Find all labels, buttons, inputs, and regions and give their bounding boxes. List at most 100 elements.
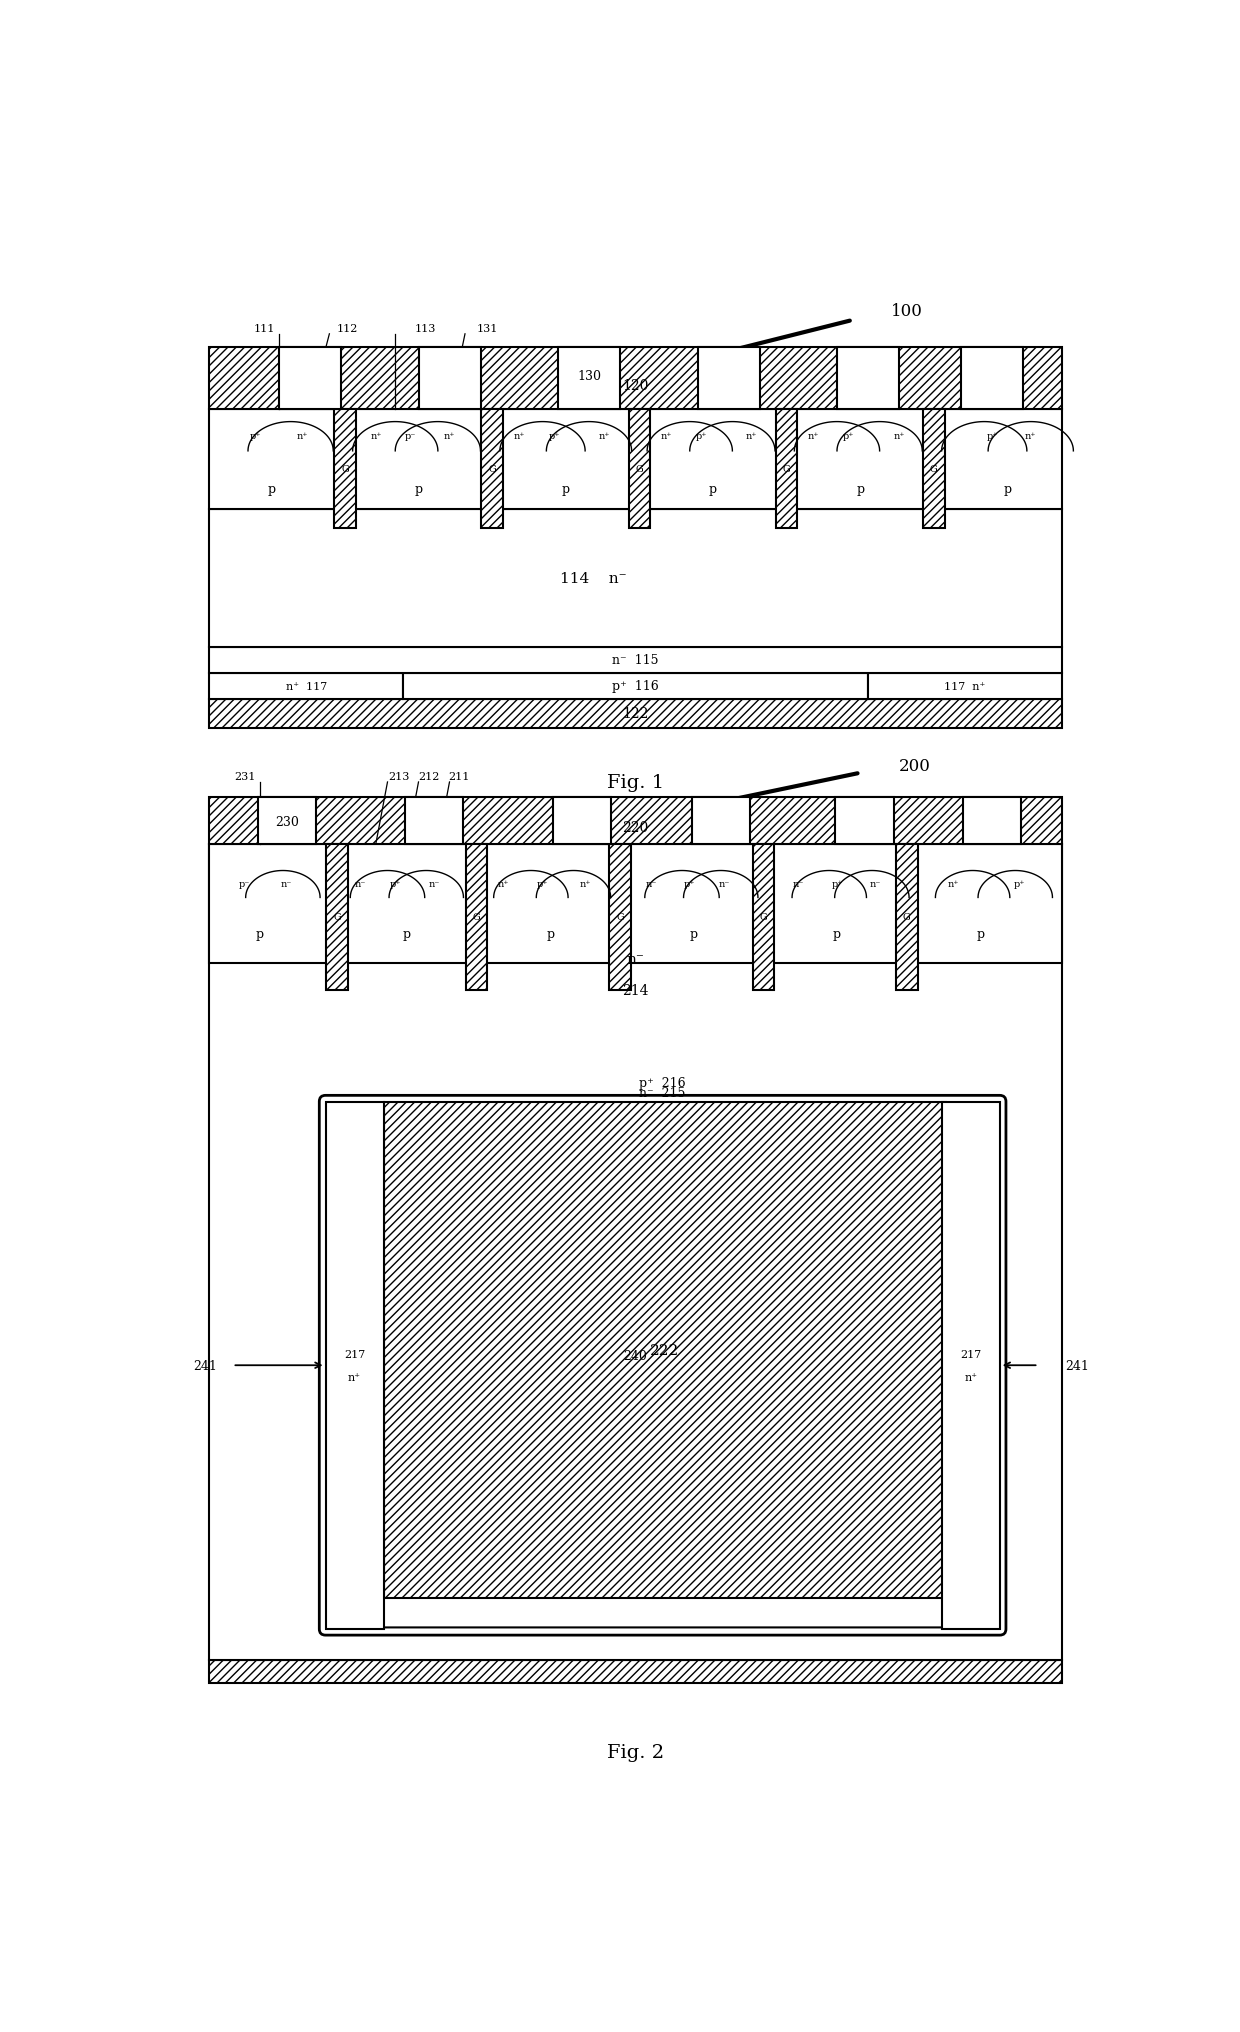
Text: p: p bbox=[403, 927, 410, 941]
Text: n⁺: n⁺ bbox=[579, 880, 591, 888]
Text: G: G bbox=[635, 465, 644, 473]
Text: 131: 131 bbox=[476, 323, 498, 333]
Text: G: G bbox=[616, 912, 624, 923]
Bar bbox=[692, 799, 750, 843]
Text: 130: 130 bbox=[577, 370, 601, 382]
Text: n⁺: n⁺ bbox=[370, 431, 382, 441]
Text: 230: 230 bbox=[275, 817, 299, 829]
Bar bbox=[210, 347, 1061, 408]
Text: G: G bbox=[489, 465, 496, 473]
Text: n⁻: n⁻ bbox=[281, 880, 293, 888]
Text: p: p bbox=[976, 927, 985, 941]
Text: p: p bbox=[709, 484, 717, 496]
Text: 111: 111 bbox=[254, 323, 275, 333]
Bar bbox=[383, 1101, 945, 1599]
Bar bbox=[405, 799, 464, 843]
Text: 217: 217 bbox=[960, 1349, 981, 1359]
Text: 114    n⁻: 114 n⁻ bbox=[559, 571, 626, 585]
Bar bbox=[403, 673, 868, 699]
Text: p: p bbox=[267, 484, 275, 496]
Text: p⁺  116: p⁺ 116 bbox=[613, 681, 658, 693]
Text: n⁻: n⁻ bbox=[870, 880, 882, 888]
FancyBboxPatch shape bbox=[327, 1103, 998, 1628]
Text: 200: 200 bbox=[899, 758, 930, 774]
Text: Fig. 2: Fig. 2 bbox=[606, 1743, 665, 1762]
Text: p⁺  216: p⁺ 216 bbox=[640, 1077, 686, 1089]
Bar bbox=[326, 843, 348, 990]
Bar bbox=[210, 1660, 1061, 1682]
Text: n⁺: n⁺ bbox=[947, 880, 959, 888]
Bar bbox=[836, 799, 894, 843]
Text: p⁻: p⁻ bbox=[405, 431, 417, 441]
Bar bbox=[210, 799, 1061, 843]
Bar bbox=[961, 347, 1023, 408]
Text: n⁺: n⁺ bbox=[498, 880, 510, 888]
Bar bbox=[210, 673, 403, 699]
Bar bbox=[210, 648, 1061, 673]
Bar bbox=[334, 408, 356, 528]
Text: p: p bbox=[546, 927, 554, 941]
Text: G: G bbox=[341, 465, 348, 473]
Text: n⁺: n⁺ bbox=[513, 431, 525, 441]
Text: p: p bbox=[562, 484, 570, 496]
Bar bbox=[868, 673, 1061, 699]
Text: 122: 122 bbox=[622, 707, 649, 721]
Text: 113: 113 bbox=[414, 323, 436, 333]
Text: 240: 240 bbox=[624, 1349, 647, 1363]
Text: n⁻: n⁻ bbox=[626, 953, 645, 967]
Text: n⁺  117: n⁺ 117 bbox=[285, 681, 327, 691]
Bar bbox=[419, 347, 481, 408]
Text: p⁺: p⁺ bbox=[696, 431, 707, 441]
Bar bbox=[776, 408, 797, 528]
Text: p⁺: p⁺ bbox=[684, 880, 696, 888]
Text: p⁺: p⁺ bbox=[843, 431, 854, 441]
Bar bbox=[325, 1101, 383, 1630]
Text: 100: 100 bbox=[890, 303, 923, 321]
Text: p⁺: p⁺ bbox=[250, 431, 262, 441]
Text: p: p bbox=[856, 484, 864, 496]
Text: 112: 112 bbox=[337, 323, 358, 333]
Text: n⁺: n⁺ bbox=[965, 1372, 977, 1382]
Text: Fig. 1: Fig. 1 bbox=[606, 774, 665, 792]
Bar bbox=[753, 843, 774, 990]
Text: 231: 231 bbox=[234, 772, 255, 782]
Text: n⁺: n⁺ bbox=[599, 431, 610, 441]
Bar bbox=[609, 843, 631, 990]
Bar bbox=[558, 347, 620, 408]
Text: 241: 241 bbox=[1065, 1359, 1090, 1372]
Text: 214: 214 bbox=[622, 983, 649, 998]
Text: p: p bbox=[689, 927, 698, 941]
Text: n⁺: n⁺ bbox=[296, 431, 308, 441]
FancyBboxPatch shape bbox=[320, 1095, 1006, 1636]
Text: n⁺: n⁺ bbox=[444, 431, 455, 441]
Text: 120: 120 bbox=[622, 380, 649, 394]
Bar bbox=[210, 510, 1061, 648]
Text: n⁻: n⁻ bbox=[792, 880, 804, 888]
Text: n⁻  115: n⁻ 115 bbox=[613, 654, 658, 666]
Text: G: G bbox=[903, 912, 910, 923]
Bar bbox=[941, 1101, 999, 1630]
Text: 222: 222 bbox=[650, 1343, 680, 1357]
Bar bbox=[210, 843, 1061, 963]
Bar bbox=[923, 408, 945, 528]
Text: p: p bbox=[833, 927, 841, 941]
Bar bbox=[963, 799, 1022, 843]
Text: G: G bbox=[472, 912, 481, 923]
Text: 211: 211 bbox=[448, 772, 470, 782]
Text: p: p bbox=[414, 484, 423, 496]
Bar bbox=[210, 843, 1061, 1660]
Bar bbox=[258, 799, 316, 843]
Text: n⁺: n⁺ bbox=[348, 1372, 361, 1382]
Text: p: p bbox=[1003, 484, 1012, 496]
Text: n⁻: n⁻ bbox=[355, 880, 366, 888]
Text: 212: 212 bbox=[418, 772, 439, 782]
Text: p⁺: p⁺ bbox=[831, 880, 843, 888]
Text: G: G bbox=[759, 912, 768, 923]
Text: n⁻: n⁻ bbox=[645, 880, 657, 888]
Bar bbox=[481, 408, 503, 528]
Text: p: p bbox=[255, 927, 264, 941]
Text: n⁻: n⁻ bbox=[719, 880, 730, 888]
Text: p⁺: p⁺ bbox=[548, 431, 560, 441]
Text: p⁺: p⁺ bbox=[389, 880, 401, 888]
Text: G: G bbox=[782, 465, 791, 473]
